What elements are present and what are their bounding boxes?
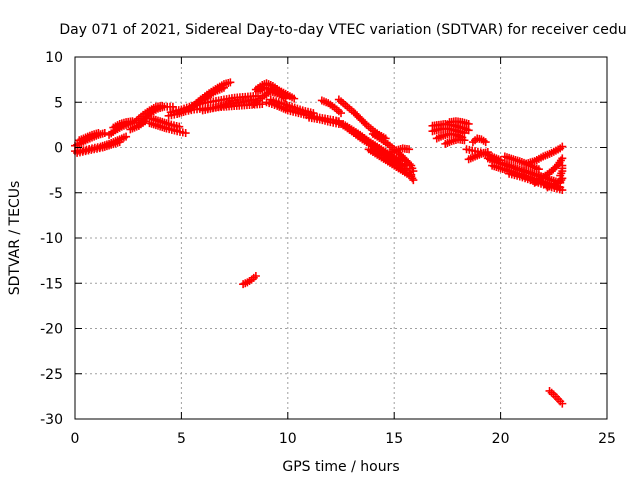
axis-ticks xyxy=(74,56,608,420)
data-point xyxy=(251,272,260,281)
data-point xyxy=(181,129,190,138)
y-tick-label: -20 xyxy=(40,322,63,338)
data-point xyxy=(534,165,543,174)
y-tick-label: -25 xyxy=(40,367,63,383)
x-tick-label: 0 xyxy=(71,431,80,447)
y-tick-label: -15 xyxy=(40,276,63,292)
data-point xyxy=(558,399,567,408)
data-point xyxy=(290,94,299,103)
data-point xyxy=(460,136,469,145)
data-point xyxy=(226,78,235,87)
data-point xyxy=(405,145,414,154)
data-point xyxy=(556,171,565,180)
x-axis-label: GPS time / hours xyxy=(282,459,399,475)
x-tick-label: 20 xyxy=(492,431,510,447)
x-tick-label: 5 xyxy=(177,431,186,447)
y-tick-label: -10 xyxy=(40,231,63,247)
data-point xyxy=(128,117,137,126)
data-point xyxy=(122,132,131,141)
data-point xyxy=(337,109,345,118)
data-point xyxy=(175,122,184,131)
chart-title: Day 071 of 2021, Sidereal Day-to-day VTE… xyxy=(59,22,626,38)
data-point xyxy=(558,142,567,151)
y-tick-label: 10 xyxy=(45,50,63,66)
data-point xyxy=(409,176,418,185)
y-tick-label: 0 xyxy=(54,141,63,157)
y-tick-labels: -30 -25 -20 -15 -10 -5 0 5 10 xyxy=(40,50,63,428)
x-tick-label: 25 xyxy=(598,431,616,447)
x-tick-labels: 0 5 10 15 20 25 xyxy=(71,431,616,447)
data-point xyxy=(408,174,417,183)
data-point xyxy=(94,129,103,138)
data-point xyxy=(558,186,567,195)
data-point xyxy=(281,94,290,103)
data-point xyxy=(481,138,490,147)
data-points xyxy=(71,78,567,408)
data-point xyxy=(258,100,267,109)
data-point xyxy=(557,176,566,185)
data-point xyxy=(309,109,318,118)
x-tick-label: 10 xyxy=(279,431,297,447)
data-point xyxy=(558,154,567,163)
data-point xyxy=(115,138,124,147)
data-point xyxy=(460,129,469,138)
y-tick-label: 5 xyxy=(54,95,63,111)
data-point xyxy=(219,83,228,92)
x-tick-label: 15 xyxy=(385,431,403,447)
y-tick-label: -30 xyxy=(40,412,63,428)
y-tick-label: -5 xyxy=(49,186,63,202)
data-point xyxy=(464,119,473,128)
y-axis-label: SDTVAR / TECUs xyxy=(7,181,23,296)
data-point xyxy=(409,167,418,176)
data-point xyxy=(158,101,167,110)
data-point xyxy=(405,160,414,169)
data-point xyxy=(141,117,150,126)
